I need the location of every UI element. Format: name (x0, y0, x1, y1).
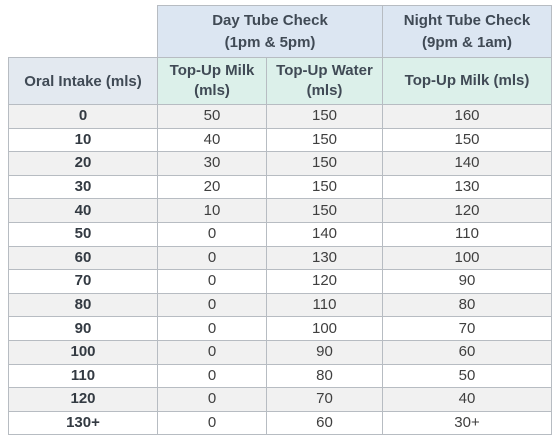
row-header-cell: 90 (8, 316, 158, 341)
table-row: 30 20 150 130 (8, 174, 552, 200)
group-title: Night Tube Check (403, 11, 531, 29)
table-cell: 120 (266, 269, 383, 294)
table-row: 50 0 140 110 (8, 221, 552, 247)
table-cell: 0 (157, 387, 267, 412)
group-subtitle: (1pm & 5pm) (224, 33, 316, 51)
table-cell: 0 (157, 316, 267, 341)
table-cell: 140 (382, 151, 552, 176)
empty-corner (8, 5, 158, 58)
table-cell: 50 (157, 104, 267, 129)
column-header: Top-Up Water (mls) (266, 57, 383, 105)
group-header: Day Tube Check (1pm & 5pm) (157, 5, 383, 58)
table-body: 0 50 150 160 10 40 150 150 20 30 150 140 30 20 150 130 4… (8, 104, 552, 436)
table-cell: 130 (266, 245, 383, 271)
group-title: Day Tube Check (212, 11, 328, 29)
table-cell: 100 (382, 245, 552, 271)
table-cell: 10 (157, 198, 267, 223)
table-cell: 40 (157, 127, 267, 153)
table-cell: 130 (382, 174, 552, 200)
table-cell: 100 (266, 316, 383, 341)
table-cell: 150 (266, 151, 383, 176)
table-row: 110 0 80 50 (8, 363, 552, 389)
column-header: Top-Up Milk (mls) (157, 57, 267, 105)
table-row: 0 50 150 160 (8, 104, 552, 129)
table-row: 40 10 150 120 (8, 198, 552, 223)
group-header: Night Tube Check (9pm & 1am) (382, 5, 552, 58)
table-row: 90 0 100 70 (8, 316, 552, 341)
table-cell: 150 (266, 127, 383, 153)
table-cell: 160 (382, 104, 552, 129)
group-subtitle: (9pm & 1am) (421, 33, 513, 51)
feeding-table: Day Tube Check (1pm & 5pm) Night Tube Che… (8, 5, 552, 436)
table-cell: 150 (382, 127, 552, 153)
table-cell: 0 (157, 221, 267, 247)
row-header-cell: 130+ (8, 410, 158, 436)
table-cell: 30 (157, 151, 267, 176)
table-row: 20 30 150 140 (8, 151, 552, 176)
table-cell: 150 (266, 174, 383, 200)
row-header-cell: 110 (8, 363, 158, 389)
row-header-cell: 0 (8, 104, 158, 129)
row-header-cell: 100 (8, 339, 158, 365)
table-cell: 110 (382, 221, 552, 247)
table-cell: 40 (382, 387, 552, 412)
table-cell: 90 (266, 339, 383, 365)
row-header-cell: 60 (8, 245, 158, 271)
row-header-cell: 40 (8, 198, 158, 223)
table-row: 100 0 90 60 (8, 339, 552, 365)
table-row: 120 0 70 40 (8, 387, 552, 412)
table-row: 60 0 130 100 (8, 245, 552, 271)
table-cell: 0 (157, 292, 267, 318)
table-cell: 0 (157, 269, 267, 294)
table-cell: 70 (266, 387, 383, 412)
column-header: Top-Up Milk (mls) (382, 57, 552, 105)
table-cell: 150 (266, 104, 383, 129)
row-header-cell: 30 (8, 174, 158, 200)
table-cell: 0 (157, 245, 267, 271)
table-cell: 30+ (382, 410, 552, 436)
table-cell: 60 (266, 410, 383, 436)
table-cell: 90 (382, 269, 552, 294)
row-header-cell: 20 (8, 151, 158, 176)
table-cell: 0 (157, 363, 267, 389)
table-cell: 70 (382, 316, 552, 341)
table-cell: 0 (157, 339, 267, 365)
row-header-cell: 50 (8, 221, 158, 247)
row-header-cell: 70 (8, 269, 158, 294)
table-cell: 20 (157, 174, 267, 200)
table-cell: 80 (382, 292, 552, 318)
table-cell: 120 (382, 198, 552, 223)
table-cell: 110 (266, 292, 383, 318)
table-row: 130+ 0 60 30+ (8, 410, 552, 436)
row-header-cell: 120 (8, 387, 158, 412)
table-cell: 80 (266, 363, 383, 389)
row-header-cell: 80 (8, 292, 158, 318)
table-cell: 60 (382, 339, 552, 365)
table-cell: 150 (266, 198, 383, 223)
table-cell: 50 (382, 363, 552, 389)
table-cell: 0 (157, 410, 267, 436)
table-row: 10 40 150 150 (8, 127, 552, 153)
table-row: 70 0 120 90 (8, 269, 552, 294)
table-cell: 140 (266, 221, 383, 247)
table-row: 80 0 110 80 (8, 292, 552, 318)
row-header-cell: 10 (8, 127, 158, 153)
column-header: Oral Intake (mls) (8, 57, 158, 105)
